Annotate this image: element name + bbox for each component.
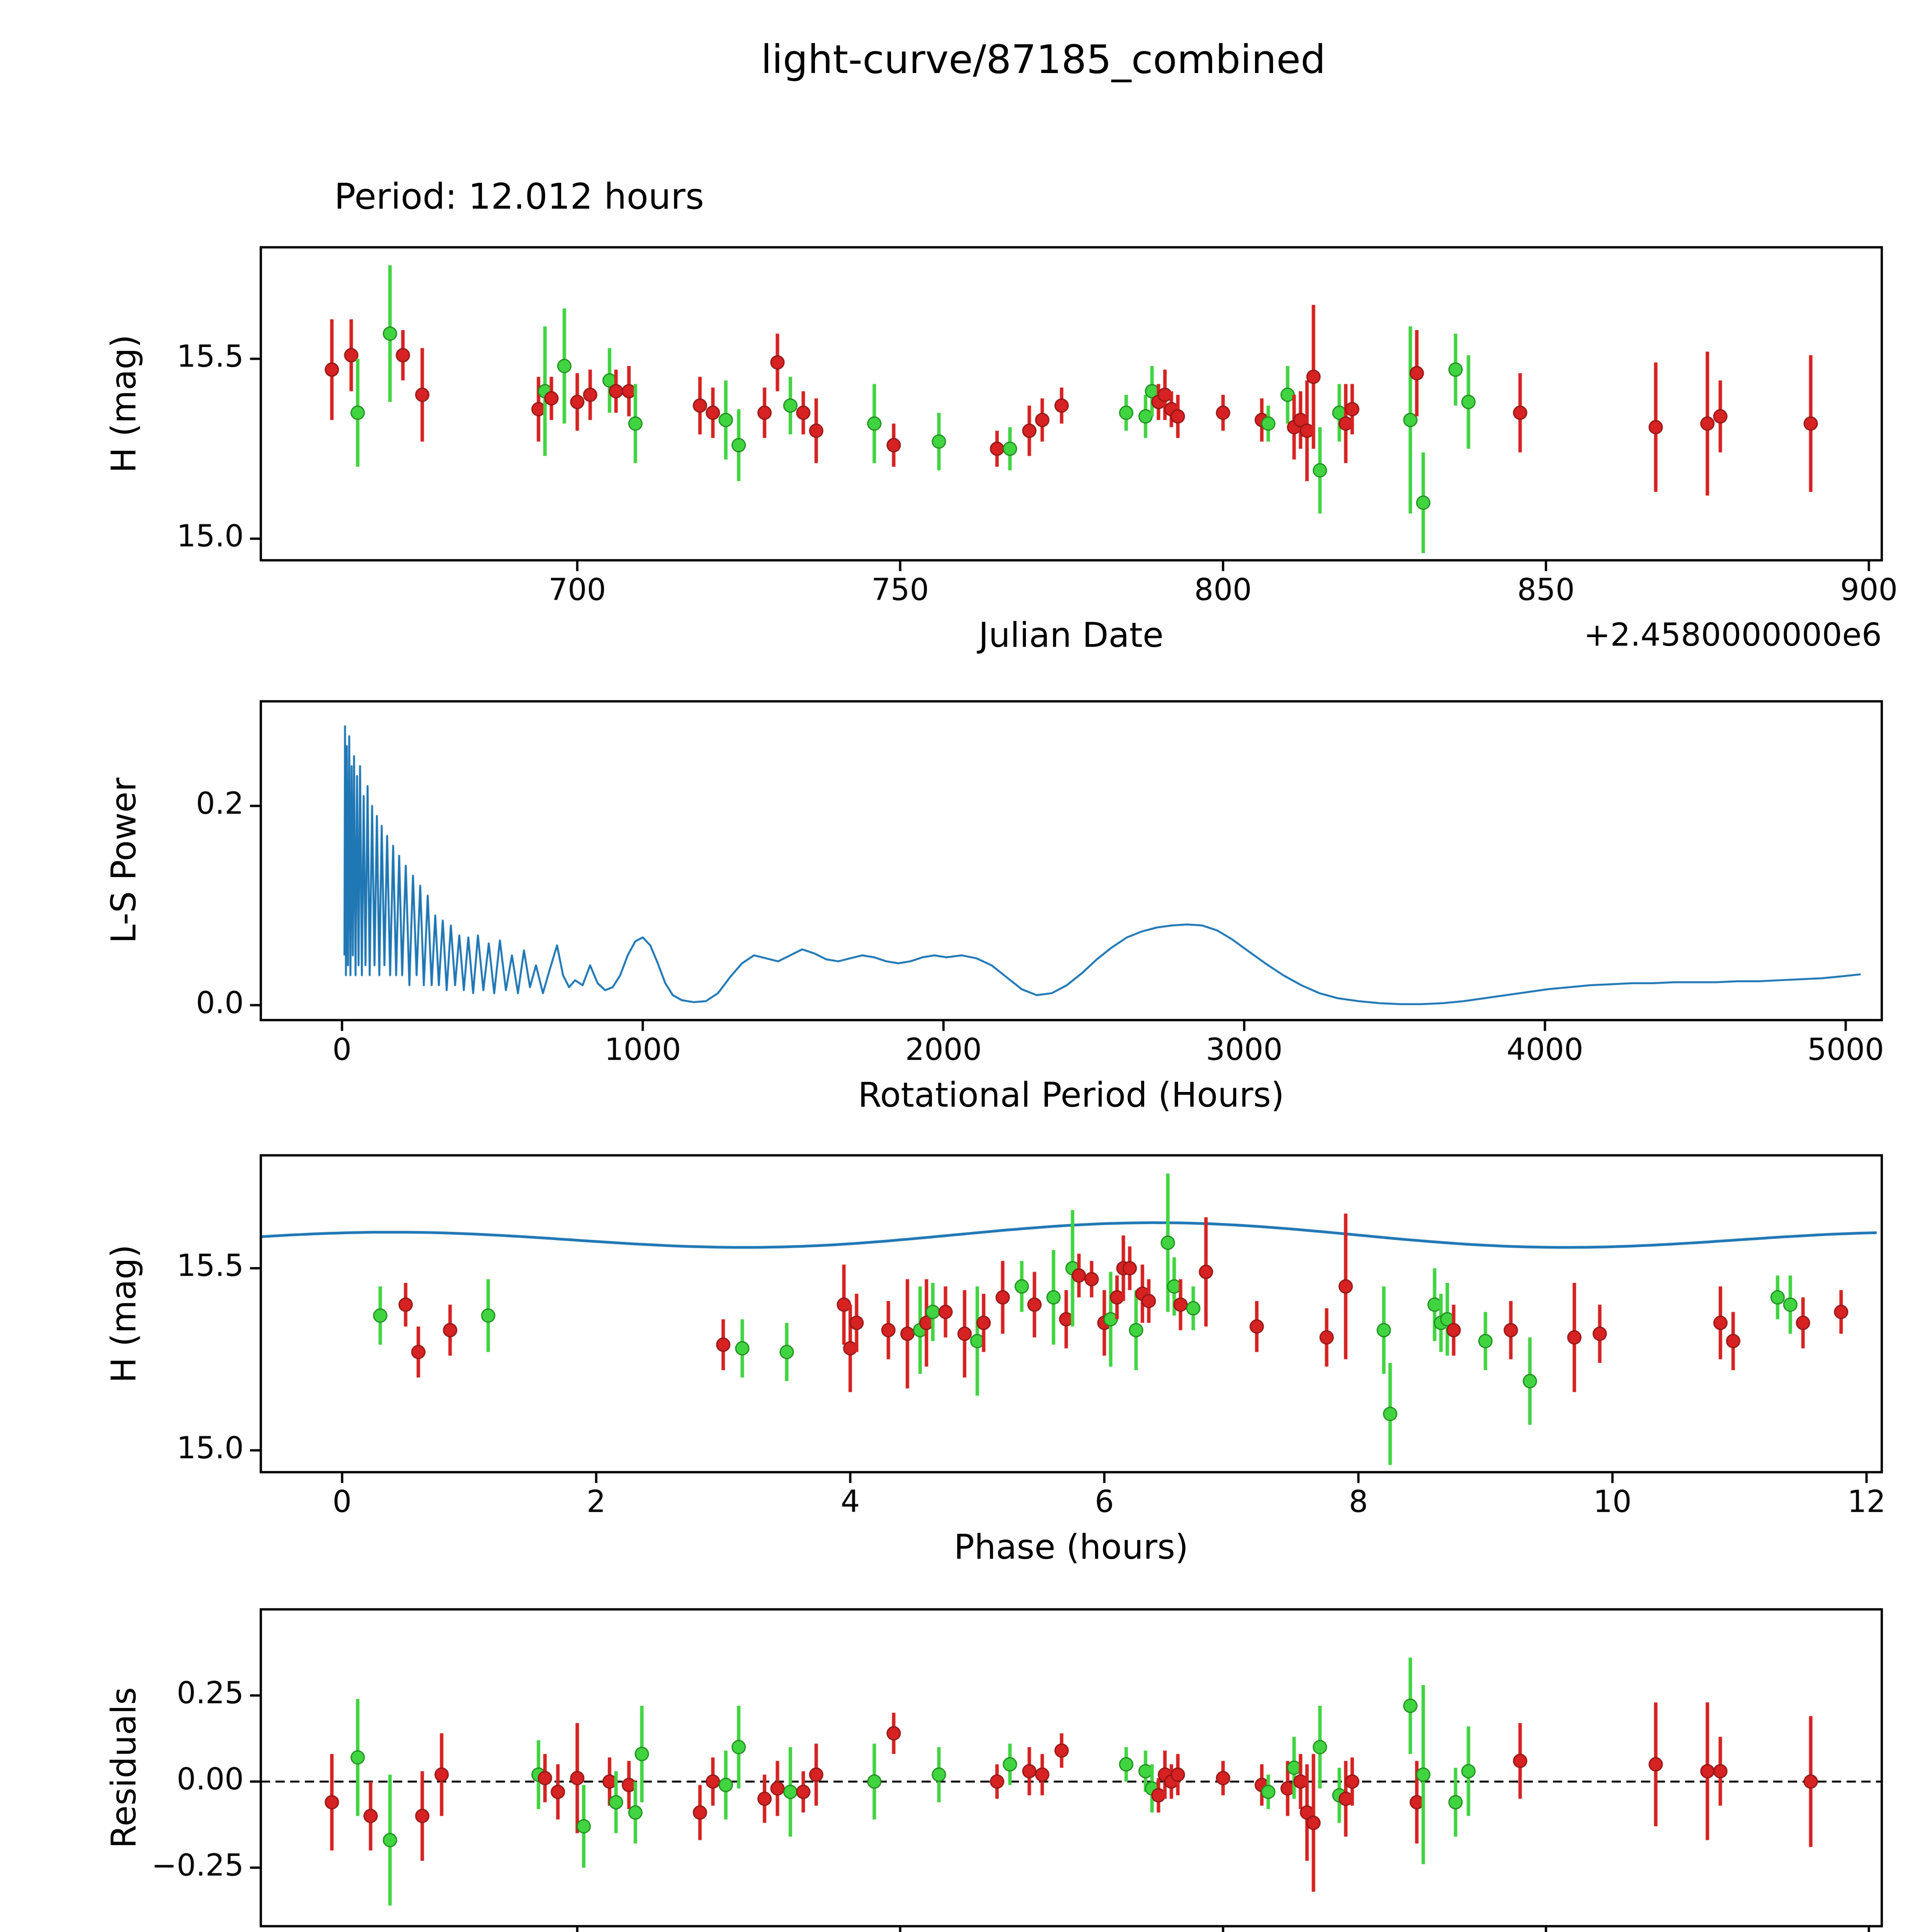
panel1-xlabel: Julian Date (978, 615, 1164, 655)
panel4-ylabel: Residuals (104, 1687, 144, 1849)
panel1-x-offset: +2.4580000000e6 (1583, 617, 1882, 653)
panel3-xlabel: Phase (hours) (954, 1527, 1189, 1567)
panel2-xlabel: Rotational Period (Hours) (858, 1075, 1284, 1115)
period-annotation: Period: 12.012 hours (334, 176, 704, 217)
panel3-ylabel: H (mag) (104, 1244, 144, 1383)
panel1-ylabel: H (mag) (104, 334, 144, 473)
figure-title: light-curve/87185_combined (761, 37, 1326, 83)
panel2-ylabel: L-S Power (104, 777, 144, 944)
